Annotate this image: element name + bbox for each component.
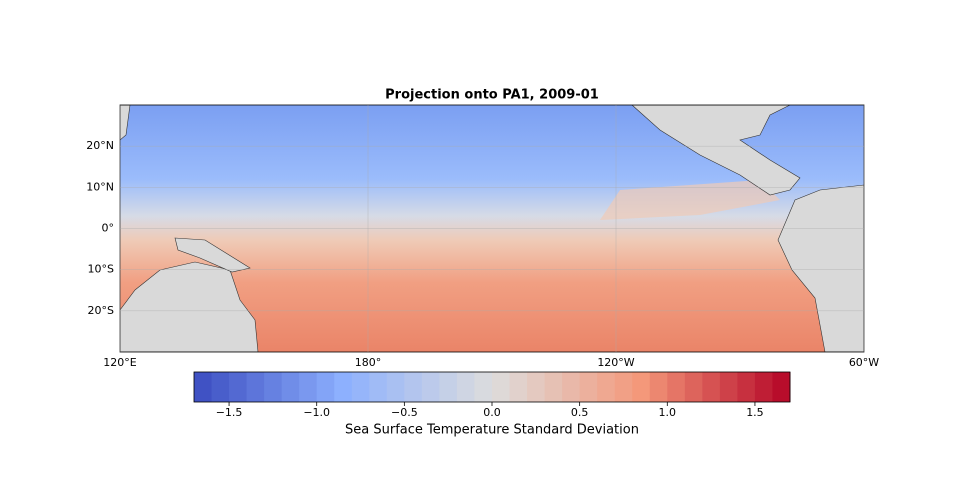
colorbar-tick-label: −0.5 (391, 406, 418, 419)
colorbar-segment (386, 372, 405, 402)
map-title: Projection onto PA1, 2009-01 (385, 88, 599, 103)
lat-tick-label: 10°N (86, 180, 114, 193)
colorbar-segment (702, 372, 721, 402)
colorbar-segment (754, 372, 773, 402)
colorbar-segment (597, 372, 616, 402)
colorbar-segment (316, 372, 335, 402)
colorbar-tick-label: 1.5 (746, 406, 764, 419)
lon-tick-label: 120°E (103, 356, 136, 369)
colorbar-segment (474, 372, 493, 402)
colorbar-segment (351, 372, 370, 402)
colorbar-segment (421, 372, 440, 402)
colorbar-segment (492, 372, 511, 402)
colorbar-tick-label: 0.5 (571, 406, 589, 419)
colorbar-segment (632, 372, 651, 402)
lon-tick-label: 120°W (597, 356, 634, 369)
lat-tick-label: 10°S (88, 263, 114, 276)
colorbar-segment (246, 372, 265, 402)
colorbar-segment (719, 372, 738, 402)
australia (120, 261, 259, 352)
colorbar-segment (579, 372, 598, 402)
colorbar-segment (544, 372, 563, 402)
colorbar-segment (562, 372, 581, 402)
colorbar-segment (667, 372, 686, 402)
colorbar-segment (369, 372, 388, 402)
colorbar-segment (772, 372, 791, 402)
colorbar-tick-label: −1.0 (303, 406, 330, 419)
colorbar-segment (737, 372, 756, 402)
colorbar-tick-label: 1.0 (659, 406, 677, 419)
lat-tick-label: 20°S (88, 304, 114, 317)
colorbar-segment (211, 372, 230, 402)
colorbar-segment (527, 372, 546, 402)
colorbar-segment (229, 372, 248, 402)
colorbar-segment (684, 372, 703, 402)
colorbar-segment (264, 372, 283, 402)
warm-tongue (600, 180, 780, 220)
colorbar-segment (194, 372, 213, 402)
colorbar-segment (299, 372, 318, 402)
colorbar-label: Sea Surface Temperature Standard Deviati… (345, 423, 639, 438)
south-america (777, 184, 864, 352)
colorbar-segment (281, 372, 300, 402)
lon-tick-label: 60°W (849, 356, 879, 369)
colorbar-segment (334, 372, 353, 402)
colorbar-tick-label: −1.5 (216, 406, 243, 419)
colorbar-segment (614, 372, 633, 402)
lat-tick-label: 0° (102, 222, 115, 235)
central-america (631, 105, 801, 196)
colorbar-segment (649, 372, 668, 402)
colorbar-tick-label: 0.0 (483, 406, 501, 419)
asia (120, 105, 131, 141)
lon-tick-label: 180° (355, 356, 382, 369)
colorbar-segment (404, 372, 423, 402)
colorbar-segment (509, 372, 528, 402)
new-guinea (174, 237, 251, 273)
colorbar-segment (456, 372, 475, 402)
colorbar-segment (439, 372, 458, 402)
lat-tick-label: 20°N (86, 139, 114, 152)
